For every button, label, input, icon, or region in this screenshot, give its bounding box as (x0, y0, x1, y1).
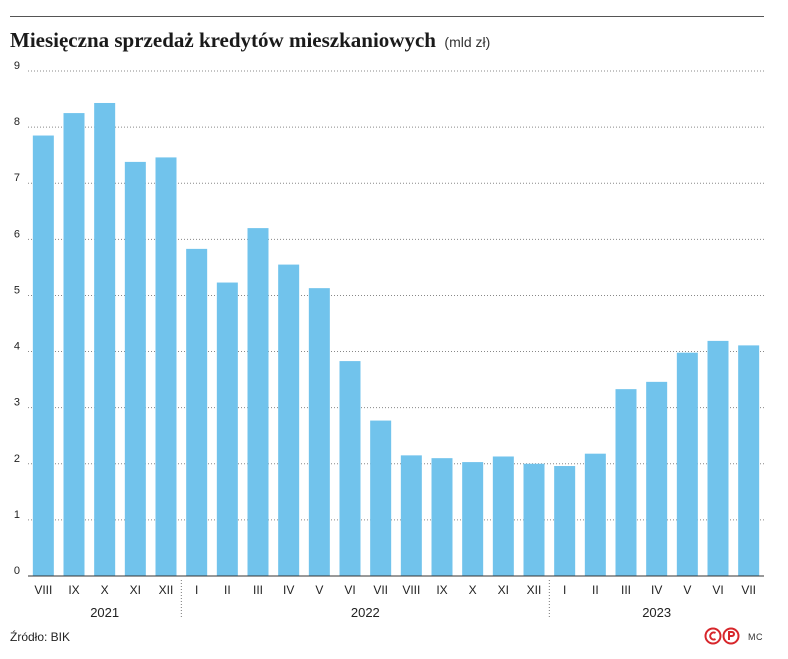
bar (339, 361, 361, 576)
bar (247, 228, 269, 576)
x-tick-label: X (469, 583, 477, 597)
x-tick-label: I (563, 583, 566, 597)
bar (431, 458, 453, 576)
year-groups: 2021 2022 2023 (90, 580, 671, 620)
bar (278, 264, 300, 576)
x-tick-label: X (101, 583, 109, 597)
y-tick-label: 0 (14, 565, 20, 577)
y-tick-label: 5 (14, 284, 20, 296)
y-tick-label: 8 (14, 116, 20, 128)
bar (63, 113, 85, 576)
x-tick-label: II (592, 583, 599, 597)
x-tick-label: XI (130, 583, 141, 597)
bar (523, 463, 545, 576)
x-tick-label: XII (527, 583, 542, 597)
y-tick-label: 6 (14, 228, 20, 240)
x-tick-label: III (253, 583, 263, 597)
y-axis: 0 1 2 3 4 5 6 7 8 9 (14, 60, 20, 577)
rp-logo-icon (704, 627, 740, 645)
x-tick-label: VIII (402, 583, 420, 597)
y-tick-label: 1 (14, 509, 20, 521)
bar (584, 453, 606, 576)
bar (676, 352, 698, 576)
x-tick-label: XI (498, 583, 509, 597)
x-tick-label: VII (373, 583, 388, 597)
bar (186, 248, 208, 576)
bar (707, 340, 729, 576)
x-tick-label: XII (159, 583, 174, 597)
bar (462, 462, 484, 576)
bar (155, 157, 177, 576)
x-tick-label: VII (741, 583, 756, 597)
bar (492, 456, 514, 576)
x-tick-label: IV (283, 583, 294, 597)
x-tick-label: I (195, 583, 198, 597)
bar (646, 381, 668, 576)
y-tick-label: 4 (14, 341, 20, 353)
year-label: 2023 (642, 605, 671, 620)
x-tick-label: IX (68, 583, 79, 597)
bars (32, 102, 760, 576)
top-rule (10, 16, 764, 17)
x-tick-label: II (224, 583, 231, 597)
bar (216, 282, 238, 576)
credit: MC (748, 632, 763, 642)
bar (370, 420, 392, 576)
y-tick-label: 9 (14, 60, 20, 72)
x-tick-label: III (621, 583, 631, 597)
x-axis: VIII IX X XI XII I II III IV V VI VII VIII IX X XI XII I I… (28, 575, 764, 597)
y-tick-label: 2 (14, 453, 20, 465)
source-note: Źródło: BIK (10, 630, 71, 644)
x-tick-label: IV (651, 583, 662, 597)
chart-unit: (mld zł) (444, 34, 491, 50)
chart-header: Miesięczna sprzedaż kredytów mieszkaniow… (10, 28, 490, 53)
chart-title: Miesięczna sprzedaż kredytów mieszkaniow… (10, 28, 436, 52)
x-tick-label: VI (712, 583, 723, 597)
bar (94, 102, 116, 576)
bar (554, 466, 576, 576)
x-tick-label: VIII (34, 583, 52, 597)
x-tick-label: V (315, 583, 323, 597)
y-tick-label: 3 (14, 397, 20, 409)
year-label: 2021 (90, 605, 119, 620)
x-tick-label: VI (344, 583, 355, 597)
x-tick-label: IX (436, 583, 447, 597)
bar (32, 135, 54, 576)
y-tick-label: 7 (14, 172, 20, 184)
x-tick-label: V (683, 583, 691, 597)
bar (738, 345, 760, 576)
bar (615, 389, 637, 576)
bar (124, 161, 146, 576)
bar (308, 288, 330, 576)
year-label: 2022 (351, 605, 380, 620)
bar (400, 455, 422, 576)
